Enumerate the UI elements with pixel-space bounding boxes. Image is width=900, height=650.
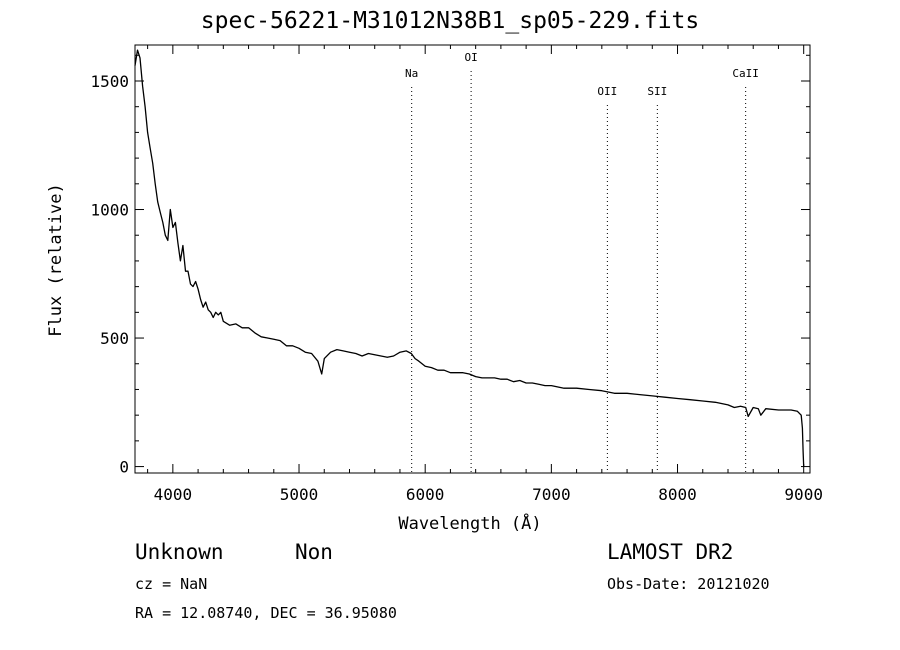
- y-tick-label: 500: [100, 329, 129, 348]
- spectral-line-label: OI: [464, 51, 477, 64]
- object-subclass: Non: [295, 540, 333, 564]
- x-tick-label: 7000: [532, 485, 571, 504]
- plot-title: spec-56221-M31012N38B1_sp05-229.fits: [200, 8, 700, 34]
- observation-date: Obs-Date: 20121020: [607, 575, 770, 593]
- redshift-cz: cz = NaN: [135, 575, 208, 593]
- y-tick-label: 0: [119, 458, 129, 477]
- x-tick-label: 9000: [784, 485, 823, 504]
- y-axis-label: Flux (relative): [46, 183, 66, 337]
- x-tick-label: 4000: [154, 485, 193, 504]
- spectral-line-label: CaII: [732, 67, 759, 80]
- plot-frame: [134, 44, 811, 474]
- survey-name: LAMOST DR2: [607, 540, 734, 564]
- x-tick-label: 8000: [658, 485, 697, 504]
- y-tick-label: 1500: [90, 72, 129, 91]
- object-class: Unknown: [135, 540, 224, 564]
- x-tick-label: 5000: [280, 485, 319, 504]
- coordinates-ra-dec: RA = 12.08740, DEC = 36.95080: [135, 604, 397, 622]
- x-axis-label: Wavelength (Å): [398, 512, 541, 534]
- spectral-line-label: SII: [647, 85, 667, 98]
- spectral-line-label: OII: [597, 85, 617, 98]
- spectral-line-label: Na: [405, 67, 418, 80]
- y-tick-label: 1000: [90, 201, 129, 220]
- x-tick-label: 6000: [406, 485, 445, 504]
- spectrum-series-line: [134, 49, 805, 467]
